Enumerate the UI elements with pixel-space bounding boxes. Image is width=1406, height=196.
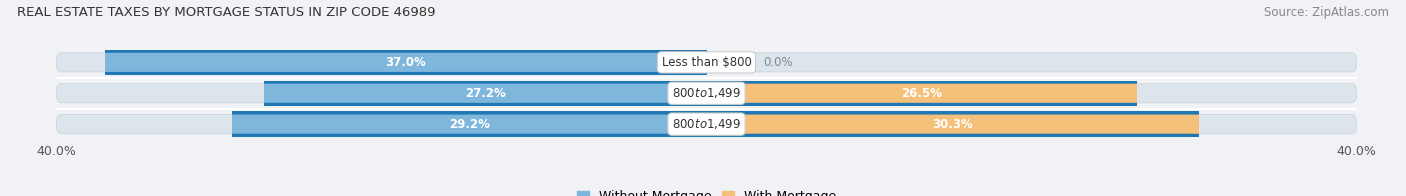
FancyBboxPatch shape xyxy=(56,53,707,72)
Text: $800 to $1,499: $800 to $1,499 xyxy=(672,117,741,131)
Bar xyxy=(707,81,1137,106)
Bar xyxy=(105,50,707,75)
FancyBboxPatch shape xyxy=(56,53,1357,72)
Bar xyxy=(264,81,707,106)
FancyBboxPatch shape xyxy=(56,84,707,103)
Text: 29.2%: 29.2% xyxy=(449,118,489,131)
FancyBboxPatch shape xyxy=(707,84,1357,103)
FancyBboxPatch shape xyxy=(707,114,1357,134)
Text: 37.0%: 37.0% xyxy=(385,56,426,69)
FancyBboxPatch shape xyxy=(56,114,1357,134)
Text: 0.0%: 0.0% xyxy=(763,56,793,69)
Text: $800 to $1,499: $800 to $1,499 xyxy=(672,86,741,100)
FancyBboxPatch shape xyxy=(56,114,707,134)
FancyBboxPatch shape xyxy=(56,84,1357,103)
Legend: Without Mortgage, With Mortgage: Without Mortgage, With Mortgage xyxy=(572,185,841,196)
Bar xyxy=(707,112,1199,137)
Text: 27.2%: 27.2% xyxy=(465,87,506,100)
Text: REAL ESTATE TAXES BY MORTGAGE STATUS IN ZIP CODE 46989: REAL ESTATE TAXES BY MORTGAGE STATUS IN … xyxy=(17,6,436,19)
Text: Less than $800: Less than $800 xyxy=(662,56,751,69)
Bar xyxy=(232,112,707,137)
Text: Source: ZipAtlas.com: Source: ZipAtlas.com xyxy=(1264,6,1389,19)
Text: 26.5%: 26.5% xyxy=(901,87,942,100)
Text: 30.3%: 30.3% xyxy=(932,118,973,131)
